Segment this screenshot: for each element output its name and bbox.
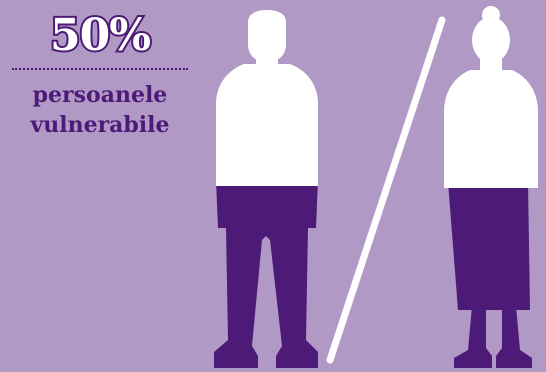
dotted-divider: [12, 68, 188, 70]
woman-legs: [454, 306, 532, 368]
stat-label-line1: persoanele: [32, 82, 168, 108]
woman-head: [472, 17, 510, 63]
stat-label-line2: vulnerabile: [30, 112, 170, 138]
woman-torso: [444, 70, 538, 188]
man-head: [248, 10, 286, 62]
man-figure-icon: [214, 10, 318, 368]
divider-slash: [326, 16, 446, 364]
stat-percentage: 50%: [48, 8, 153, 63]
woman-figure-icon: [444, 6, 538, 368]
woman-skirt: [448, 182, 530, 310]
statistic-block: 50% persoanele vulnerabile: [0, 8, 200, 140]
woman-hair-bun: [482, 6, 500, 24]
man-torso: [216, 64, 318, 186]
man-trousers: [214, 180, 318, 368]
